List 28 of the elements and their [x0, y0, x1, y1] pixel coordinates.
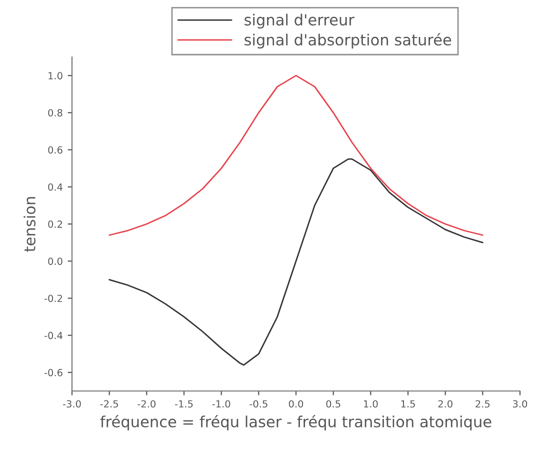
legend-label: signal d'erreur	[244, 14, 354, 29]
x-tick-label: -3.0	[62, 400, 81, 408]
y-tick-label: 1.0	[48, 72, 62, 80]
y-tick-label: -0.6	[44, 368, 62, 376]
line-series	[108, 74, 484, 236]
x-tick-label: -1.5	[174, 400, 193, 408]
x-axis-title: fréquence = fréqu laser - fréqu transition atomique	[100, 414, 492, 430]
legend-label: signal d'absorption saturée	[244, 33, 452, 49]
x-tick-label: 1.0	[364, 400, 378, 408]
x-tick-label: 2.5	[476, 400, 490, 408]
x-tick-label: -2.5	[100, 400, 118, 408]
x-tick-label: -0.5	[250, 400, 268, 408]
y-tick-label: -0.2	[44, 294, 62, 302]
y-tick-label: 0.2	[48, 220, 62, 228]
x-tick-label: 3.0	[513, 400, 528, 408]
x-tick-label: -2.0	[138, 400, 156, 408]
line-series	[108, 158, 484, 366]
x-tick-label: 1.5	[401, 400, 415, 408]
x-tick-label: -1.0	[212, 400, 230, 408]
x-tick-label: 2.0	[438, 400, 452, 408]
x-tick-label: 0.5	[326, 400, 340, 408]
y-axis-title: tension	[24, 197, 36, 252]
x-tick-label: 0.0	[288, 400, 304, 408]
y-tick-label: 0.0	[48, 258, 62, 265]
y-tick-label: 0.6	[48, 146, 62, 154]
y-tick-label: 0.8	[48, 109, 62, 116]
y-tick-label: -0.4	[44, 332, 62, 340]
y-tick-label: 0.4	[48, 183, 62, 191]
